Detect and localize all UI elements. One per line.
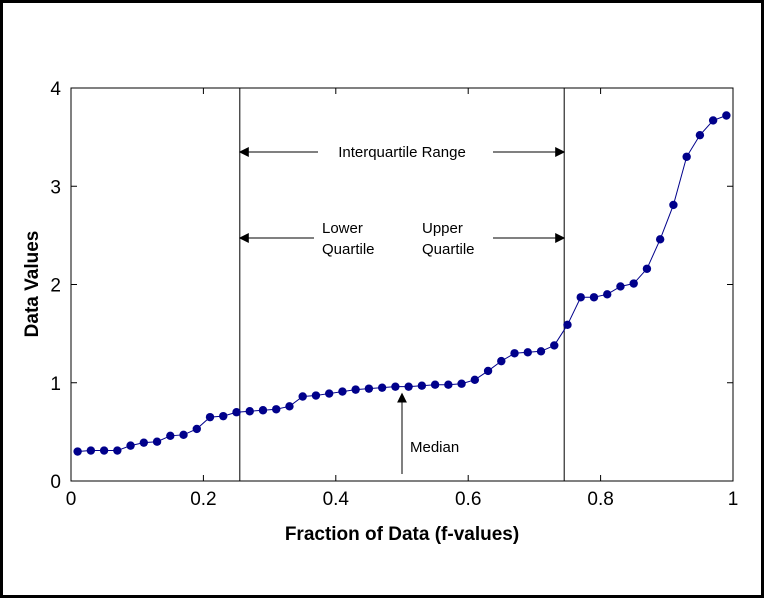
data-point xyxy=(603,290,612,299)
data-point xyxy=(576,293,585,302)
data-point xyxy=(351,385,360,394)
data-point xyxy=(179,430,188,440)
data-point xyxy=(589,293,599,302)
data-point xyxy=(86,446,96,455)
upper-quartile-label-line2: Quartile xyxy=(422,241,475,258)
data-point xyxy=(139,438,149,447)
data-points xyxy=(73,111,731,456)
data-point xyxy=(219,411,228,421)
data-point xyxy=(152,437,162,446)
data-point xyxy=(497,356,506,366)
data-point xyxy=(563,320,572,329)
data-point xyxy=(364,384,374,393)
upper-quartile-label-line1: Upper xyxy=(422,220,463,237)
y-tick-label: 4 xyxy=(50,79,61,100)
lower-quartile-label-line2: Quartile xyxy=(322,241,375,258)
data-point xyxy=(73,447,82,456)
y-axis-ticks: 0 1 2 3 4 xyxy=(50,79,733,493)
lower-quartile-label-line1: Lower xyxy=(322,220,363,237)
data-point xyxy=(272,405,281,414)
x-axis-ticks: 0 0.2 0.4 0.6 0.8 1 xyxy=(66,88,739,510)
data-point xyxy=(311,391,321,400)
data-point xyxy=(404,382,413,391)
data-point xyxy=(616,282,625,291)
x-tick-label: 0.2 xyxy=(190,489,216,510)
data-point xyxy=(550,341,559,350)
y-tick-label: 1 xyxy=(50,374,61,395)
data-point xyxy=(298,392,307,401)
data-point xyxy=(682,152,691,161)
y-tick-label: 0 xyxy=(50,472,61,493)
x-tick-label: 0.8 xyxy=(587,489,613,510)
data-point xyxy=(324,389,334,398)
x-tick-label: 0.4 xyxy=(323,489,350,510)
data-point xyxy=(205,412,215,422)
data-point xyxy=(258,406,268,415)
data-point xyxy=(536,347,546,356)
data-point xyxy=(510,349,519,358)
data-point xyxy=(417,381,427,390)
y-tick-label: 3 xyxy=(50,177,61,198)
data-point xyxy=(669,200,678,210)
data-point xyxy=(695,130,705,140)
data-point xyxy=(629,279,638,288)
data-point xyxy=(166,431,175,441)
y-axis-title: Data Values xyxy=(22,231,43,338)
data-point xyxy=(430,380,440,389)
data-point xyxy=(444,380,453,389)
data-point xyxy=(338,387,347,396)
data-point xyxy=(642,264,652,273)
data-point xyxy=(391,382,400,391)
data-point xyxy=(99,446,109,455)
data-point xyxy=(523,348,532,357)
data-point xyxy=(245,407,254,416)
x-tick-label: 0.6 xyxy=(455,489,481,510)
data-point xyxy=(722,111,731,120)
median-label: Median xyxy=(410,439,459,456)
data-point xyxy=(232,408,241,417)
x-tick-label: 1 xyxy=(728,489,739,510)
data-point xyxy=(655,235,665,244)
iqr-label: Interquartile Range xyxy=(338,144,466,161)
quartile-annotations: Interquartile Range Lower Quartile Upper… xyxy=(238,88,566,481)
data-point xyxy=(470,375,480,385)
x-tick-label: 0 xyxy=(66,489,77,510)
data-point xyxy=(483,366,493,376)
x-axis-title: Fraction of Data (f-values) xyxy=(285,524,519,545)
data-point xyxy=(708,116,718,125)
data-point xyxy=(192,424,201,434)
data-point xyxy=(113,446,122,455)
y-tick-label: 2 xyxy=(50,276,61,297)
data-point xyxy=(126,441,135,450)
data-point xyxy=(285,402,294,411)
data-point xyxy=(377,383,387,392)
data-point xyxy=(457,379,466,388)
